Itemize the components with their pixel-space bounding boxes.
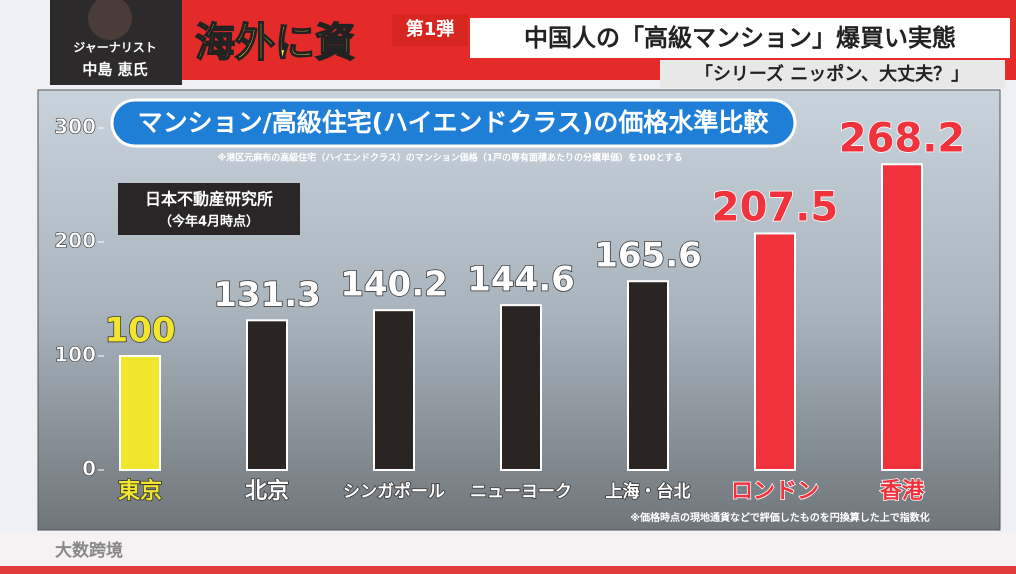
bar bbox=[373, 309, 415, 471]
headline-fragment: 海外に資 bbox=[195, 20, 355, 66]
source-date: （今年4月時点） bbox=[159, 214, 259, 230]
source-box bbox=[118, 183, 300, 235]
bar bbox=[246, 319, 288, 471]
value-label: 165.6 bbox=[594, 236, 702, 276]
x-tick-label: ニューヨーク bbox=[470, 482, 572, 502]
series-tag: 第1弾 bbox=[406, 18, 455, 40]
bar bbox=[500, 304, 542, 471]
bar bbox=[119, 355, 161, 471]
value-label: 100 bbox=[105, 311, 176, 351]
value-label: 207.5 bbox=[712, 184, 839, 230]
series-box bbox=[660, 60, 1005, 88]
bar bbox=[754, 232, 796, 471]
x-tick-label: 東京 bbox=[118, 478, 162, 504]
value-label: 140.2 bbox=[340, 265, 448, 305]
title-box bbox=[110, 98, 797, 148]
x-tick-label: シンガポール bbox=[343, 481, 445, 502]
guest-role: ジャーナリスト bbox=[73, 41, 156, 55]
series-name: 「シリーズ ニッポン、大丈夫？」 bbox=[695, 63, 969, 85]
bar bbox=[627, 280, 669, 471]
y-tick-label: 200 bbox=[54, 229, 96, 253]
chart-note: ※港区元麻布の高級住宅（ハイエンドクラス）のマンション価格（1戸の専有面積あたり… bbox=[217, 152, 682, 164]
headline: 中国人の「高級マンション」爆買い実態 bbox=[524, 24, 956, 52]
guest-portrait bbox=[88, 0, 132, 40]
tag-box bbox=[392, 14, 468, 46]
logo: 大数跨境 bbox=[55, 540, 123, 561]
chart-title: マンション/高級住宅(ハイエンドクラス)の価格水準比較 bbox=[138, 108, 770, 137]
bar bbox=[881, 163, 923, 471]
x-tick-label: 北京 bbox=[245, 478, 289, 504]
value-label: 144.6 bbox=[467, 260, 575, 300]
bottom-bar bbox=[0, 566, 1016, 574]
x-tick-label: 香港 bbox=[880, 479, 925, 504]
headline-box bbox=[470, 18, 1010, 58]
guest-name: 中島 恵氏 bbox=[82, 61, 147, 79]
y-tick-label: 0 bbox=[82, 457, 96, 481]
source: 日本不動産研究所 bbox=[145, 190, 273, 209]
x-tick-label: ロンドン bbox=[731, 479, 819, 504]
value-label: 131.3 bbox=[213, 275, 321, 315]
y-tick-label: 100 bbox=[54, 343, 96, 367]
footnote: ※価格時点の現地通貨などで評価したものを円換算した上で指数化 bbox=[630, 511, 930, 524]
y-tick-label: 300 bbox=[54, 115, 96, 139]
value-label: 268.2 bbox=[839, 115, 966, 161]
x-tick-label: 上海・台北 bbox=[606, 481, 691, 502]
